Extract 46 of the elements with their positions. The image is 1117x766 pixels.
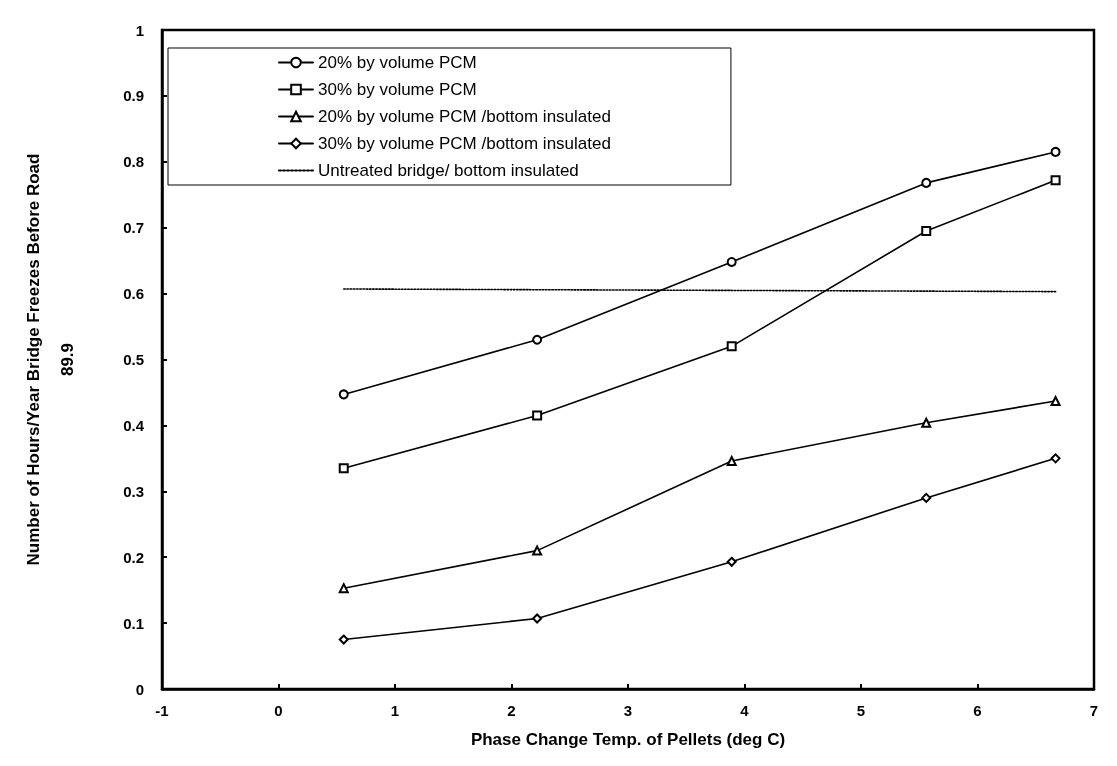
y-tick-label: 0.8 — [123, 153, 144, 171]
legend-label: 20% by volume PCM /bottom insulated — [318, 107, 611, 126]
point — [726, 556, 737, 567]
point — [921, 492, 932, 503]
y-tick-label: 0.1 — [123, 614, 144, 632]
legend-label: 30% by volume PCM — [318, 80, 477, 99]
point — [338, 389, 349, 400]
y-tick-label: 0.7 — [123, 219, 144, 237]
x-tick-label: 6 — [973, 702, 982, 719]
point — [921, 417, 932, 428]
legend-label: Untreated bridge/ bottom insulated — [318, 161, 579, 180]
x-tick-label: 5 — [856, 702, 866, 719]
y-tick-label: 0.9 — [123, 87, 144, 105]
point — [338, 634, 349, 645]
x-axis-title: Phase Change Temp. of Pellets (deg C) — [470, 730, 786, 749]
y-tick-label: 0.5 — [123, 351, 144, 368]
point — [1050, 453, 1061, 464]
point — [726, 341, 737, 352]
x-tick-label: 0 — [274, 702, 283, 719]
y-tick-label: 0 — [135, 680, 144, 698]
y-tick-label: 0.6 — [123, 285, 144, 303]
x-tick-label: 1 — [390, 702, 400, 719]
point — [532, 545, 543, 556]
point — [338, 463, 349, 474]
point — [1050, 146, 1061, 157]
point — [726, 455, 737, 466]
y-axis-title: Number of Hours/Year Bridge Freezes Before Road 89.9 — [23, 153, 77, 566]
x-tick-label: 4 — [740, 702, 750, 719]
y-tick-label: 0.2 — [123, 548, 144, 566]
y-tick-label: 0.4 — [123, 416, 145, 434]
x-tick-label: -1 — [155, 702, 169, 719]
y-tick-label: 1 — [135, 21, 144, 39]
legend-label: 30% by volume PCM /bottom insulated — [318, 134, 611, 153]
point — [726, 256, 737, 267]
legend-label: 20% by volume PCM — [318, 53, 477, 72]
x-tick-label: 2 — [507, 702, 516, 719]
x-tick-label: 7 — [1089, 702, 1099, 719]
point — [532, 410, 543, 421]
point — [921, 177, 932, 188]
point — [1050, 175, 1061, 186]
y-tick-label: 0.3 — [123, 482, 144, 500]
point — [338, 583, 349, 594]
point — [532, 334, 543, 345]
point — [532, 613, 543, 624]
x-tick-label: 3 — [623, 702, 633, 719]
point — [921, 225, 932, 236]
